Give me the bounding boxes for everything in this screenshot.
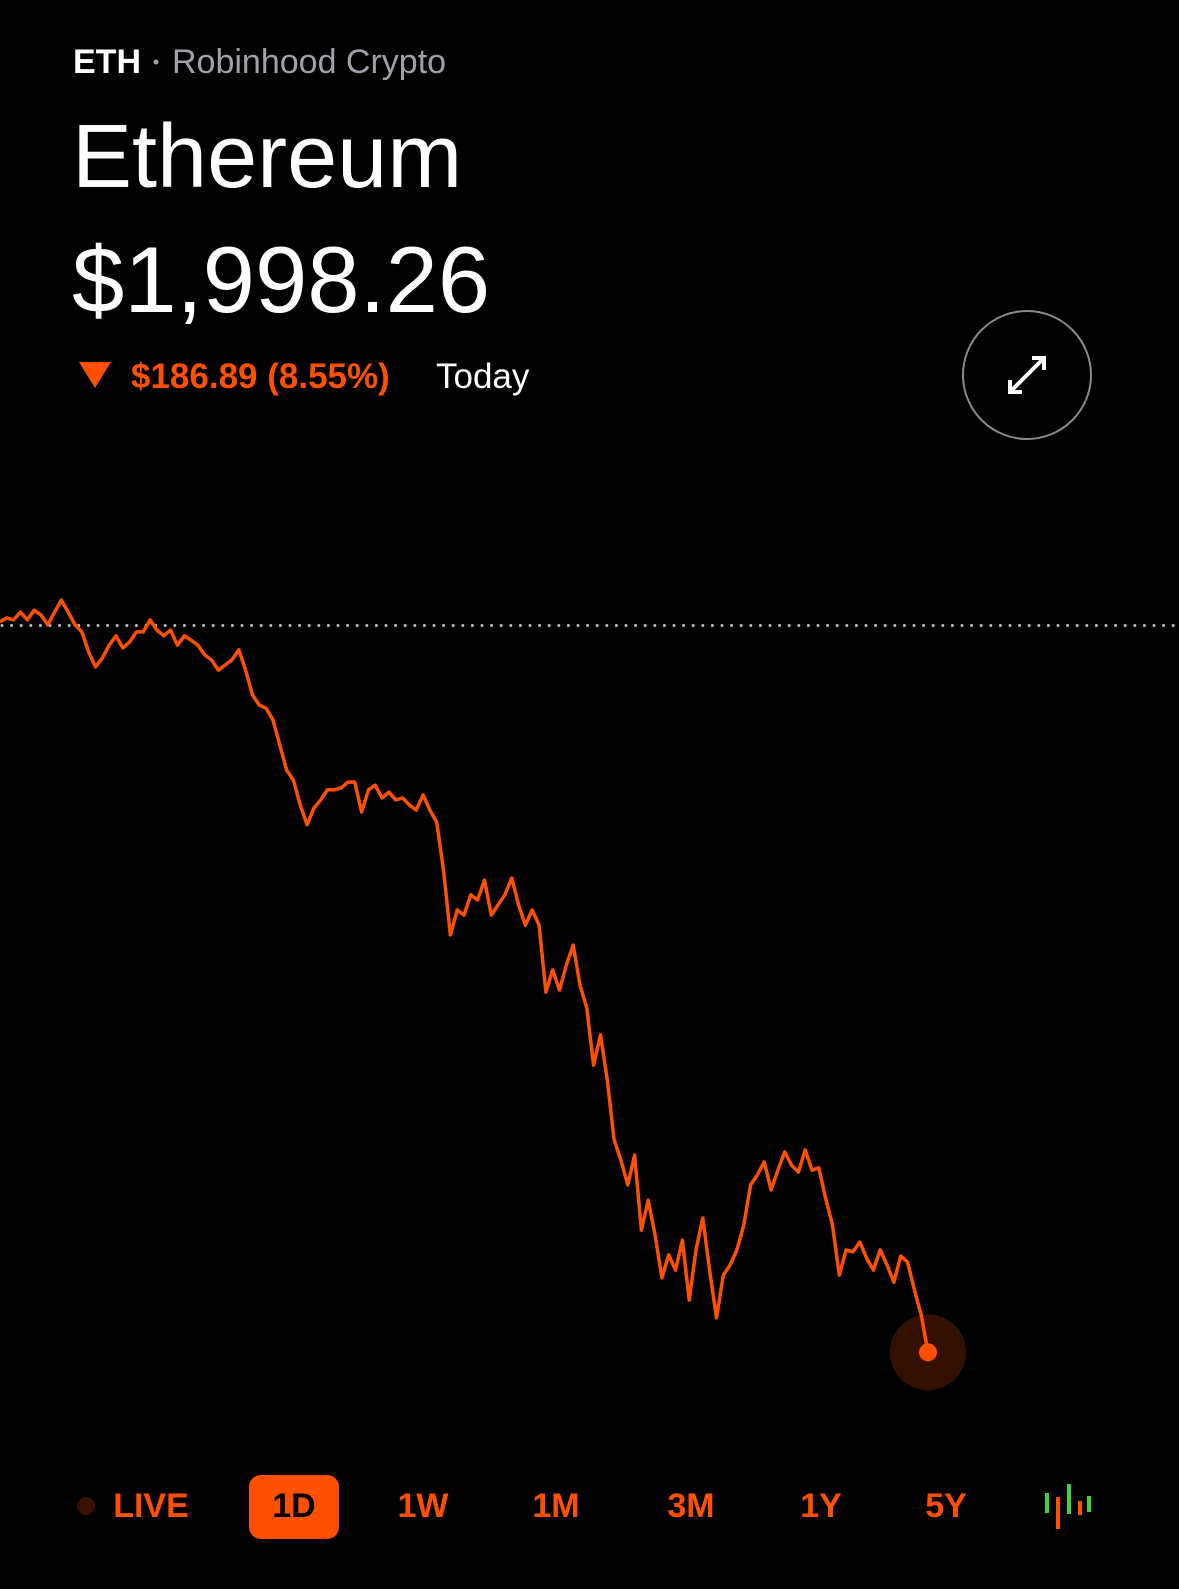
price: $1,998.26 xyxy=(72,227,490,332)
selected-range-pill xyxy=(249,1475,339,1539)
expand-button-ring xyxy=(962,310,1092,440)
icon-bar xyxy=(1045,1493,1049,1513)
expand-button[interactable] xyxy=(962,310,1092,440)
asset-name: Ethereum xyxy=(72,107,462,207)
period: Today xyxy=(436,357,530,396)
expand-icon xyxy=(1008,356,1046,394)
price-line xyxy=(0,598,930,1353)
price-chart xyxy=(0,598,1179,1391)
candlestick-toggle[interactable] xyxy=(1045,1484,1091,1529)
range-option[interactable]: 1Y xyxy=(800,1487,842,1525)
range-option[interactable]: 1W xyxy=(398,1487,450,1525)
icon-bar xyxy=(1087,1496,1091,1512)
range-option[interactable]: 1M xyxy=(532,1487,579,1525)
ticker: ETH xyxy=(73,43,141,81)
range-option[interactable]: 5Y xyxy=(925,1487,967,1525)
range-option[interactable]: 3M xyxy=(667,1487,714,1525)
separator-dot xyxy=(153,59,159,65)
icon-bar xyxy=(1056,1497,1060,1529)
range-option[interactable]: LIVE xyxy=(113,1487,189,1525)
range-selector: LIVE 1D 1W 1M 3M 1Y 5Y xyxy=(77,1475,1091,1539)
icon-bar xyxy=(1067,1484,1071,1514)
price-change: $186.89 (8.55%) xyxy=(131,357,390,396)
down-arrow xyxy=(79,362,111,388)
live-dot xyxy=(77,1497,95,1515)
range-option[interactable]: 1D xyxy=(272,1487,315,1525)
source: Robinhood Crypto xyxy=(172,43,446,81)
current-point xyxy=(919,1343,937,1362)
icon-bar xyxy=(1078,1501,1082,1515)
